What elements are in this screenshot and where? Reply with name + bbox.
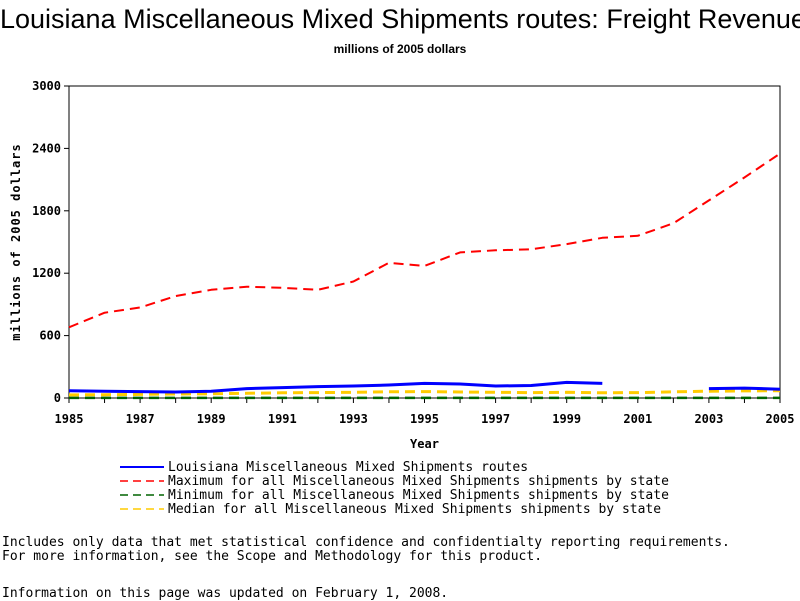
x-tick-label: 1989 [197,412,226,426]
x-tick-label: 2001 [623,412,652,426]
y-tick-label: 3000 [32,79,61,93]
legend-swatch-median [120,508,164,510]
y-tick-label: 0 [54,391,61,405]
legend-label-louisiana: Louisiana Miscellaneous Mixed Shipments … [168,459,529,475]
legend-item-maximum: Maximum for all Miscellaneous Mixed Ship… [120,473,669,489]
chart-title: Louisiana Miscellaneous Mixed Shipments … [0,4,800,34]
legend-item-minimum: Minimum for all Miscellaneous Mixed Ship… [120,487,669,503]
x-tick-label: 1999 [552,412,581,426]
x-tick-label: 1991 [268,412,297,426]
plot-frame [68,85,781,399]
series-line-louisiana [708,386,781,391]
x-tick-label: 2005 [766,412,795,426]
chart-legend: Louisiana Miscellaneous Mixed Shipments … [120,459,669,517]
y-axis-label: millions of 2005 dollars [9,143,23,340]
y-tick-label: 1800 [32,204,61,218]
y-tick-label: 1200 [32,266,61,280]
series-line-maximum [68,152,781,329]
x-tick-label: 2003 [694,412,723,426]
x-tick-label: 1987 [126,412,155,426]
x-tick-label: 1997 [481,412,510,426]
y-tick-label: 600 [39,329,61,343]
x-tick-label: 1993 [339,412,368,426]
legend-swatch-maximum [120,480,164,482]
legend-swatch-louisiana [120,466,164,468]
x-axis-label: Year [410,437,439,451]
series-line-median [68,389,781,397]
series-line-louisiana [68,380,603,394]
footnotes: Includes only data that met statistical … [2,536,730,564]
legend-item-louisiana: Louisiana Miscellaneous Mixed Shipments … [120,459,669,475]
legend-label-median: Median for all Miscellaneous Mixed Shipm… [168,501,662,517]
legend-label-minimum: Minimum for all Miscellaneous Mixed Ship… [168,487,669,503]
x-tick-label: 1995 [410,412,439,426]
footnote-confidentiality: Includes only data that met statistical … [2,535,730,550]
legend-label-maximum: Maximum for all Miscellaneous Mixed Ship… [168,473,669,489]
chart-subtitle: millions of 2005 dollars [333,42,467,56]
y-tick-label: 2400 [32,141,61,155]
update-notice: Information on this page was updated on … [2,586,449,601]
x-tick-label: 1985 [55,412,84,426]
legend-item-median: Median for all Miscellaneous Mixed Shipm… [120,501,669,517]
footnote-methodology: For more information, see the Scope and … [2,549,543,564]
legend-swatch-minimum [120,494,164,496]
